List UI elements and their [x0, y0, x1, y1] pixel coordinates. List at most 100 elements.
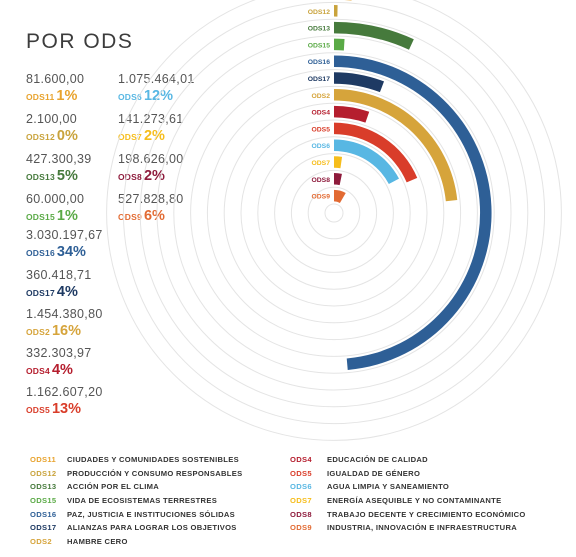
stat-percent: 16%: [51, 323, 81, 339]
page-title: POR ODS: [26, 30, 134, 53]
legend-item-ods6: ODS6 AGUA LIMPIA Y SANEAMIENTO: [290, 482, 526, 496]
stat-code: ODS15: [26, 212, 55, 222]
stat-percent: 4%: [56, 284, 78, 300]
legend-item-ods13: ODS13 ACCIÓN POR EL CLIMA: [30, 482, 242, 496]
stat-code: ODS12: [26, 132, 55, 142]
chart-grid: [106, 0, 562, 441]
legend-code: ODS16: [30, 509, 57, 519]
legend-label: AGUA LIMPIA Y SANEAMIENTO: [327, 482, 450, 492]
grid-ring: [257, 136, 411, 290]
stat-code: ODS7: [118, 132, 142, 142]
stat-percent: 1%: [56, 88, 78, 104]
chart-bars: [334, 0, 492, 370]
grid-ring: [274, 153, 394, 273]
bar-label-ods17: ODS17: [308, 76, 331, 83]
legend-code: ODS11: [30, 455, 56, 464]
legend-label: CIUDADES Y COMUNIDADES SOSTENIBLES: [67, 455, 239, 464]
stat-amount: 332.303,97: [26, 346, 92, 360]
legend-item-ods17: ODS17 ALIANZAS PARA LOGRAR LOS OBJETIVOS: [30, 523, 242, 537]
legend-code: ODS4: [290, 455, 312, 464]
stat-percent: 6%: [143, 208, 165, 224]
legend-label: IGUALDAD DE GÉNERO: [327, 468, 421, 478]
grid-ring: [240, 119, 428, 307]
grid-ring: [307, 186, 361, 240]
stat-ods16: 3.030.197,67 ODS16 34%: [26, 228, 136, 262]
stat-percent: 5%: [56, 168, 78, 184]
stat-code: ODS17: [26, 288, 55, 298]
chart-bar-labels: ODS11ODS12ODS13ODS15ODS16ODS17ODS2ODS4OD…: [308, 9, 331, 201]
stat-code: ODS6: [118, 92, 142, 102]
grid-ring: [122, 1, 546, 425]
stat-percent: 13%: [51, 401, 81, 417]
legend-item-ods5: ODS5 IGUALDAD DE GÉNERO: [290, 469, 526, 483]
bar-ods5: [334, 122, 418, 183]
stat-code: ODS8: [118, 172, 142, 182]
legend-label: ALIANZAS PARA LOGRAR LOS OBJETIVOS: [67, 523, 237, 533]
legend-label: ACCIÓN POR EL CLIMA: [67, 482, 160, 492]
bar-label-ods9: ODS9: [311, 194, 330, 201]
legend-item-ods4: ODS4 EDUCACIÓN DE CALIDAD: [290, 455, 526, 469]
bar-ods8: [334, 173, 342, 186]
bar-ods12: [334, 5, 338, 17]
stat-amount: 427.300,39: [26, 152, 92, 166]
legend-code: ODS7: [290, 496, 312, 506]
bar-label-ods5: ODS5: [311, 126, 330, 133]
bar-ods7: [334, 156, 343, 169]
stat-ods11: 81.600,00 ODS11 1%: [26, 72, 136, 106]
stat-code: ODS11: [26, 92, 55, 102]
bar-ods4: [334, 105, 370, 123]
stat-amount: 81.600,00: [26, 72, 85, 86]
stat-amount: 1.075.464,01: [118, 72, 195, 86]
legend-item-ods8: ODS8 TRABAJO DECENTE Y CRECIMIENTO ECONÓM…: [290, 510, 526, 524]
bar-label-ods15: ODS15: [308, 42, 331, 49]
stat-amount: 527.828,80: [118, 192, 184, 206]
stat-amount: 1.162.607,20: [26, 385, 103, 399]
grid-ring: [206, 85, 462, 341]
legend-code: ODS12: [30, 468, 57, 478]
stat-ods15: 60.000,00 ODS15 1%: [26, 192, 136, 226]
bar-label-ods7: ODS7: [311, 160, 330, 167]
bar-label-ods8: ODS8: [311, 177, 330, 184]
bar-label-ods6: ODS6: [311, 143, 330, 150]
legend-label: HAMBRE CERO: [67, 537, 128, 547]
legend-label: TRABAJO DECENTE Y CRECIMIENTO ECONÓMICO: [327, 509, 526, 519]
stat-percent: 2%: [143, 128, 165, 144]
legend-label: VIDA DE ECOSISTEMAS TERRESTRES: [67, 496, 218, 506]
grid-ring: [190, 69, 478, 357]
legend-right-column: ODS4 EDUCACIÓN DE CALIDAD ODS5 IGUALDAD DE …: [290, 455, 526, 537]
stat-code: ODS16: [26, 248, 55, 258]
bar-ods13: [334, 21, 414, 50]
legend-label: PRODUCCIÓN Y CONSUMO RESPONSABLES: [67, 468, 243, 478]
grid-ring: [290, 169, 378, 257]
grid-ring: [156, 35, 512, 391]
stat-ods17: 360.418,71 ODS17 4%: [26, 268, 136, 302]
stat-ods4: 332.303,97 ODS4 4%: [26, 346, 136, 380]
stat-amount: 1.454.380,80: [26, 307, 103, 321]
legend-item-ods9: ODS9 INDUSTRIA, INNOVACIÓN E INFRAESTRUCT…: [290, 523, 526, 537]
stat-amount: 3.030.197,67: [26, 228, 103, 242]
bar-ods2: [334, 89, 458, 202]
bar-label-ods2: ODS2: [311, 93, 330, 100]
legend-item-ods7: ODS7 ENERGÍA ASEQUIBLE Y NO CONTAMINANTE: [290, 496, 526, 510]
stat-percent: 4%: [51, 362, 73, 378]
stat-code: ODS2: [26, 327, 50, 337]
bar-label-ods4: ODS4: [311, 110, 330, 117]
legend-code: ODS5: [290, 468, 312, 478]
bar-ods17: [334, 72, 385, 93]
legend-label: ENERGÍA ASEQUIBLE Y NO CONTAMINANTE: [327, 496, 502, 506]
legend-item-ods12: ODS12 PRODUCCIÓN Y CONSUMO RESPONSABLES: [30, 469, 242, 483]
legend-item-ods16: ODS16 PAZ, JUSTICIA E INSTITUCIONES SÓLID…: [30, 510, 242, 524]
legend-code: ODS17: [30, 523, 57, 533]
legend-item-ods15: ODS15 VIDA DE ECOSISTEMAS TERRESTRES: [30, 496, 242, 510]
bar-ods6: [334, 139, 400, 184]
legend-code: ODS15: [30, 496, 57, 506]
legend-code: ODS9: [290, 523, 312, 533]
stat-ods13: 427.300,39 ODS13 5%: [26, 152, 136, 186]
stat-ods5: 1.162.607,20 ODS5 13%: [26, 385, 136, 419]
grid-ring: [223, 102, 445, 324]
stat-ods9: 527.828,80 ODS9 6%: [118, 192, 228, 226]
stat-code: ODS9: [118, 212, 142, 222]
legend-label: EDUCACIÓN DE CALIDAD: [327, 455, 428, 464]
legend-label: INDUSTRIA, INNOVACIÓN E INFRAESTRUCTURA: [327, 523, 518, 533]
